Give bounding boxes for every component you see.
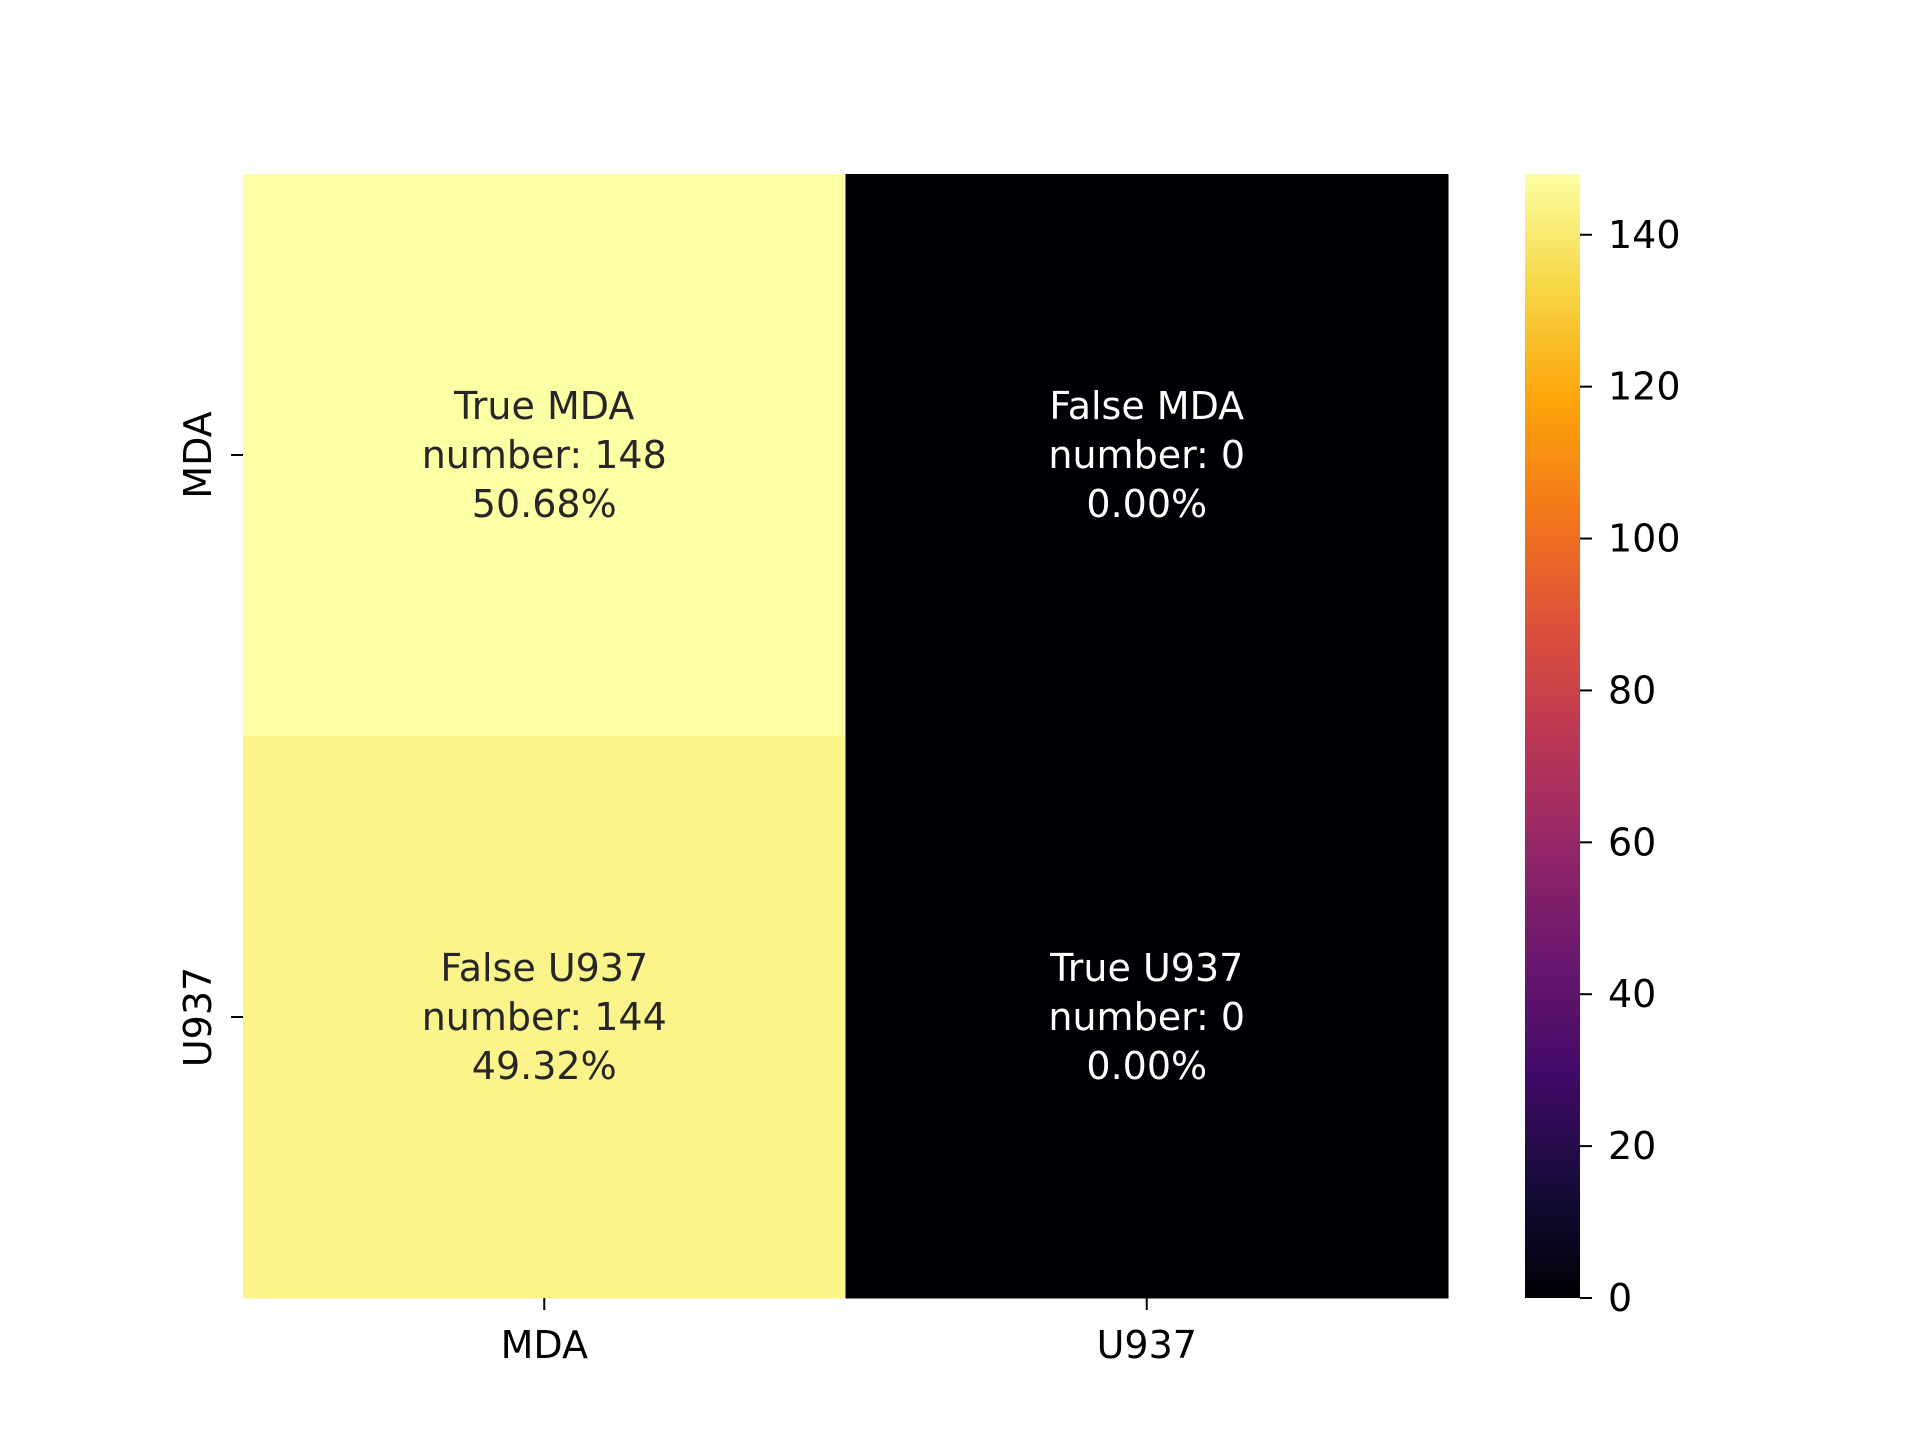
y-tick-label: MDA [176,411,220,498]
colorbar-gradient [1525,174,1580,1298]
colorbar-tick-label: 120 [1608,365,1681,409]
x-axis: MDA U937 [501,1298,1197,1367]
colorbar-tick-label: 80 [1608,668,1656,712]
x-tick-label: U937 [1097,1323,1197,1367]
heatmap-cell-r1-c1 [845,736,1449,1299]
cell-name-label-r1-c0: False U937 [440,946,648,990]
colorbar-tick-label: 100 [1608,517,1681,561]
colorbar-tick-label: 20 [1608,1124,1656,1168]
cell-count-label-r1-c1: number: 0 [1048,995,1245,1039]
cell-count-label-r1-c0: number: 144 [422,995,667,1039]
colorbar-tick-label: 40 [1608,972,1656,1016]
cell-name-label-r1-c1: True U937 [1049,946,1243,990]
colorbar-tick-label: 0 [1608,1276,1632,1320]
cell-percent-label-r0-c1: 0.00% [1086,482,1207,526]
cell-percent-label-r1-c0: 49.32% [472,1044,617,1088]
y-axis: MDA U937 [176,411,243,1067]
y-tick-label: U937 [176,967,220,1067]
cell-count-label-r0-c0: number: 148 [422,433,667,477]
cell-name-label-r0-c0: True MDA [453,384,634,428]
colorbar-tick-label: 60 [1608,820,1656,864]
cell-annotations: True MDA number: 148 50.68% False MDA number… [422,384,1245,1088]
cell-percent-label-r0-c0: 50.68% [472,482,617,526]
cell-count-label-r0-c1: number: 0 [1048,433,1245,477]
x-tick-label: MDA [501,1323,588,1367]
heatmap-cell-r0-c0 [243,174,846,737]
cell-percent-label-r1-c1: 0.00% [1086,1044,1207,1088]
heatmap-cell-r0-c1 [845,174,1449,737]
colorbar-tick-label: 140 [1608,213,1681,257]
heatmap-cells [243,174,1449,1299]
cell-name-label-r0-c1: False MDA [1049,384,1244,428]
heatmap-cell-r1-c0 [243,736,846,1299]
colorbar: 0 20 40 60 80 100 120 140 [1525,174,1681,1320]
